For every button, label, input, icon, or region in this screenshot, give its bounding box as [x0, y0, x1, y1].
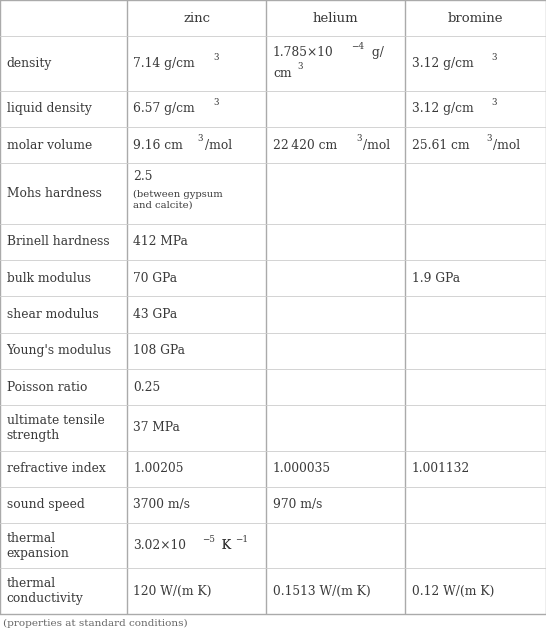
Text: 3: 3: [198, 134, 203, 144]
Text: refractive index: refractive index: [7, 462, 105, 475]
Text: 3: 3: [491, 53, 497, 62]
Text: Brinell hardness: Brinell hardness: [7, 236, 109, 248]
Text: 412 MPa: 412 MPa: [133, 236, 188, 248]
Text: 1.9 GPa: 1.9 GPa: [412, 272, 460, 284]
Text: 70 GPa: 70 GPa: [133, 272, 177, 284]
Text: (between gypsum
and calcite): (between gypsum and calcite): [133, 190, 223, 210]
Text: molar volume: molar volume: [7, 138, 92, 152]
Text: 3.12 g/cm: 3.12 g/cm: [412, 57, 473, 70]
Text: 2.5: 2.5: [133, 170, 153, 183]
Text: 22 420 cm: 22 420 cm: [273, 138, 337, 152]
Text: 3: 3: [213, 98, 218, 107]
Text: liquid density: liquid density: [7, 102, 91, 116]
Text: 108 GPa: 108 GPa: [133, 344, 185, 358]
Text: 43 GPa: 43 GPa: [133, 308, 177, 321]
Text: 1.000035: 1.000035: [273, 462, 331, 475]
Text: thermal
conductivity: thermal conductivity: [7, 577, 84, 605]
Text: (properties at standard conditions): (properties at standard conditions): [3, 619, 187, 628]
Text: /mol: /mol: [205, 138, 232, 152]
Text: helium: helium: [313, 11, 359, 25]
Text: Mohs hardness: Mohs hardness: [7, 187, 102, 200]
Text: 25.61 cm: 25.61 cm: [412, 138, 470, 152]
Text: cm: cm: [273, 67, 292, 80]
Text: 1.001132: 1.001132: [412, 462, 470, 475]
Text: 9.16 cm: 9.16 cm: [133, 138, 183, 152]
Text: 37 MPa: 37 MPa: [133, 422, 180, 434]
Text: zinc: zinc: [183, 11, 210, 25]
Text: 6.57 g/cm: 6.57 g/cm: [133, 102, 195, 116]
Text: bulk modulus: bulk modulus: [7, 272, 91, 284]
Text: sound speed: sound speed: [7, 498, 84, 511]
Text: K: K: [218, 539, 231, 552]
Text: 1.785×10: 1.785×10: [273, 46, 334, 59]
Text: Poisson ratio: Poisson ratio: [7, 380, 87, 394]
Text: −5: −5: [201, 535, 215, 544]
Text: 1.00205: 1.00205: [133, 462, 183, 475]
Text: Young's modulus: Young's modulus: [7, 344, 112, 358]
Text: 3.02×10: 3.02×10: [133, 539, 186, 552]
Text: 3.12 g/cm: 3.12 g/cm: [412, 102, 473, 116]
Text: /mol: /mol: [493, 138, 520, 152]
Text: 3700 m/s: 3700 m/s: [133, 498, 190, 511]
Text: K: K: [218, 539, 231, 552]
Text: bromine: bromine: [448, 11, 503, 25]
Text: 3: 3: [356, 134, 361, 144]
Text: ultimate tensile
strength: ultimate tensile strength: [7, 413, 104, 442]
Text: density: density: [7, 57, 52, 70]
Text: shear modulus: shear modulus: [7, 308, 98, 321]
Text: thermal
expansion: thermal expansion: [7, 531, 69, 560]
Text: /mol: /mol: [363, 138, 390, 152]
Text: 120 W/(m K): 120 W/(m K): [133, 585, 212, 598]
Text: 0.1513 W/(m K): 0.1513 W/(m K): [273, 585, 371, 598]
Text: 7.14 g/cm: 7.14 g/cm: [133, 57, 195, 70]
Text: 3: 3: [491, 98, 497, 107]
Text: −4: −4: [352, 42, 365, 51]
Text: −1: −1: [235, 535, 248, 544]
Text: 3: 3: [297, 62, 302, 72]
Text: g/: g/: [369, 46, 384, 59]
Text: 3: 3: [486, 134, 491, 144]
Text: 0.25: 0.25: [133, 380, 161, 394]
Text: 3: 3: [213, 53, 218, 62]
Text: 970 m/s: 970 m/s: [273, 498, 322, 511]
Text: 0.12 W/(m K): 0.12 W/(m K): [412, 585, 494, 598]
